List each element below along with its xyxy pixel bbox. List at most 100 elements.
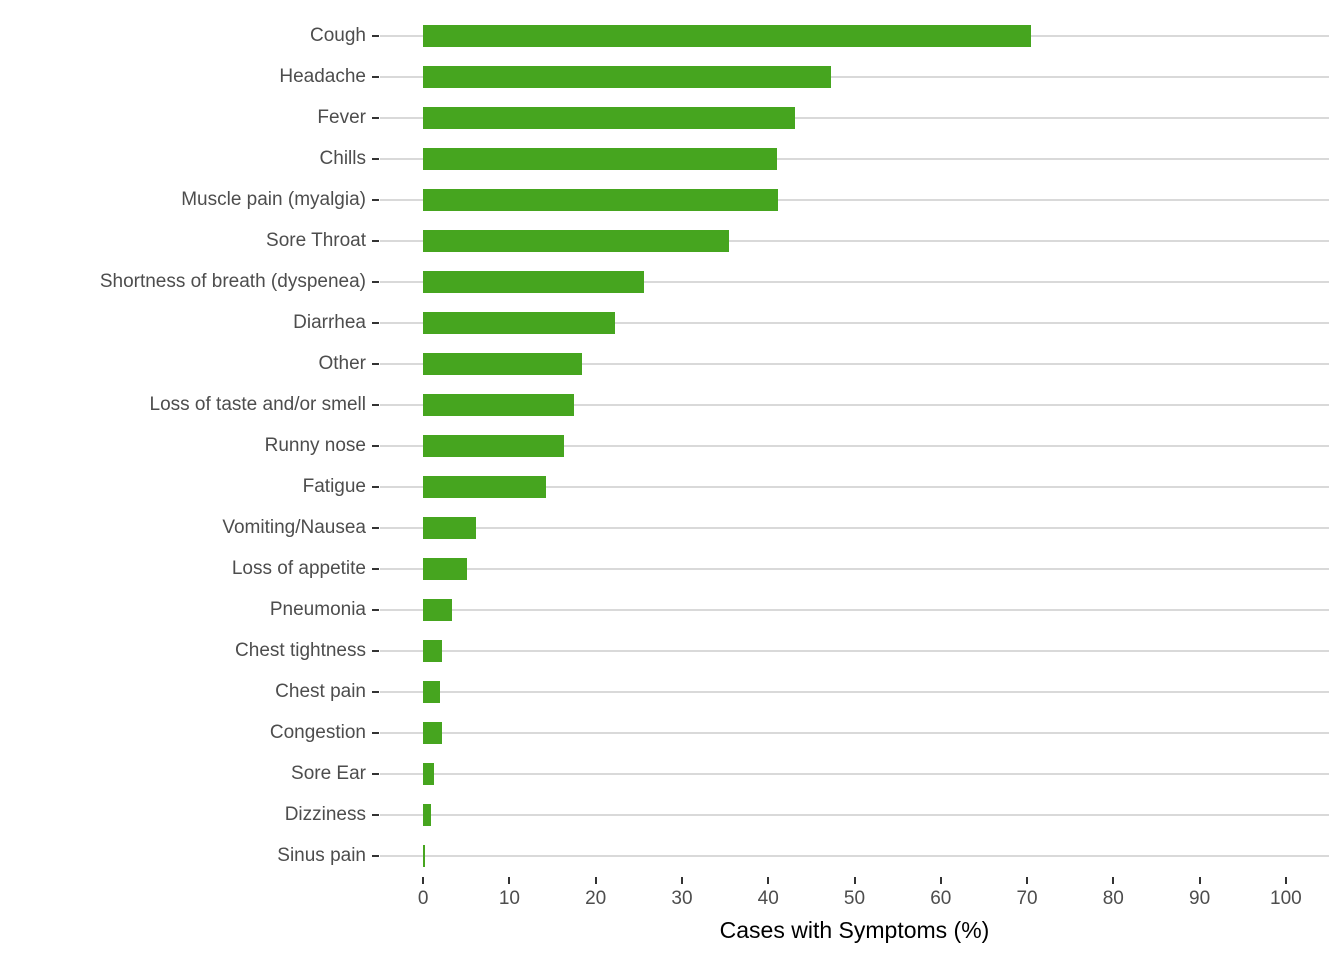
bar [423,353,582,376]
x-axis-tick [1112,877,1115,884]
category-gridline [380,117,1329,120]
bar [423,762,435,785]
plot-panel [380,16,1329,876]
y-axis-label: Sore Ear [291,762,366,784]
category-gridline [380,485,1329,488]
bar [423,721,443,744]
category-gridline [380,322,1329,325]
y-axis-tick [372,240,379,243]
bar [423,107,795,130]
y-axis-tick [372,731,379,734]
category-gridline [380,281,1329,284]
x-axis-tick [1198,877,1201,884]
y-axis-label: Sinus pain [277,844,366,866]
y-axis-tick [372,690,379,693]
bar [423,148,777,171]
x-axis-tick-label: 10 [498,888,520,909]
bar [423,844,425,867]
y-axis-label: Fever [317,107,366,129]
x-axis-tick [508,877,511,884]
x-axis-tick-label: 70 [1016,888,1038,909]
y-axis-label: Fatigue [302,475,366,497]
bar [423,230,730,253]
x-axis-tick-label: 20 [585,888,607,909]
y-axis-label: Loss of taste and/or smell [149,394,367,416]
y-axis-label: Sore Throat [266,230,366,252]
bar [423,598,453,621]
y-axis-tick [372,35,379,38]
x-axis-tick-label: 60 [930,888,952,909]
bar [423,271,644,294]
y-axis-tick [372,445,379,447]
x-axis-tick [767,877,770,884]
category-gridline [380,690,1329,693]
bar [423,516,476,539]
y-axis-label: Chest pain [275,680,366,702]
x-axis-tick [1026,877,1029,884]
bar [423,189,778,212]
x-axis-tick [422,877,425,884]
category-gridline [380,526,1329,529]
y-axis-label: Vomiting/Nausea [222,516,366,538]
y-axis-tick [372,322,379,325]
x-axis-tick-label: 50 [843,888,866,909]
bar [423,312,615,335]
y-axis-tick [372,404,379,407]
y-axis-label: Chills [319,148,366,170]
y-axis-tick [372,117,379,120]
x-axis-tick [594,877,597,884]
bar [423,803,431,826]
y-axis-tick [372,76,379,79]
x-axis-tick [1284,877,1287,884]
y-axis-tick [372,813,379,816]
category-gridline [380,608,1329,611]
bar [423,66,832,89]
category-gridline [380,854,1329,857]
bar [423,394,575,417]
bar [423,475,547,498]
x-axis-tick-label: 90 [1189,888,1211,909]
y-axis-tick [372,526,379,529]
category-gridline [380,649,1329,652]
bar [423,557,468,580]
x-axis-tick [680,877,683,884]
category-gridline [380,240,1329,243]
x-axis-tick-label: 30 [671,888,693,909]
y-axis-label: Shortness of breath (dyspenea) [99,271,366,293]
y-axis-tick [372,199,379,202]
x-axis-tick-label: 80 [1102,888,1124,909]
y-axis-label: Muscle pain (myalgia) [181,189,366,211]
category-gridline [380,731,1329,734]
category-gridline [380,363,1329,366]
y-axis-label: Pneumonia [269,598,366,620]
bar [423,25,1032,48]
x-axis-tick [939,877,942,884]
y-axis-tick [372,854,379,857]
x-axis-tick-label: 0 [417,888,429,909]
bar [423,639,443,662]
category-gridline [380,567,1329,570]
x-axis-tick-label: 100 [1270,888,1302,909]
x-axis-tick-label: 40 [757,888,779,909]
y-axis-tick [372,649,379,652]
bar [423,680,441,703]
y-axis-tick [372,363,379,366]
y-axis-tick [372,158,379,161]
x-axis-tick [853,877,856,884]
category-gridline [380,158,1329,161]
category-gridline [380,199,1329,202]
y-axis-tick [372,485,379,488]
category-gridline [380,772,1329,775]
y-axis-label: Dizziness [284,803,366,825]
y-axis-label: Chest tightness [235,639,366,661]
y-axis-tick [372,281,379,284]
y-axis-tick [372,608,379,611]
category-gridline [380,813,1329,816]
y-axis-label: Loss of appetite [231,557,366,579]
y-axis-label: Diarrhea [293,312,366,334]
bar [423,435,564,457]
category-gridline [380,76,1329,79]
category-gridline [380,445,1329,447]
y-axis-tick [372,567,379,570]
